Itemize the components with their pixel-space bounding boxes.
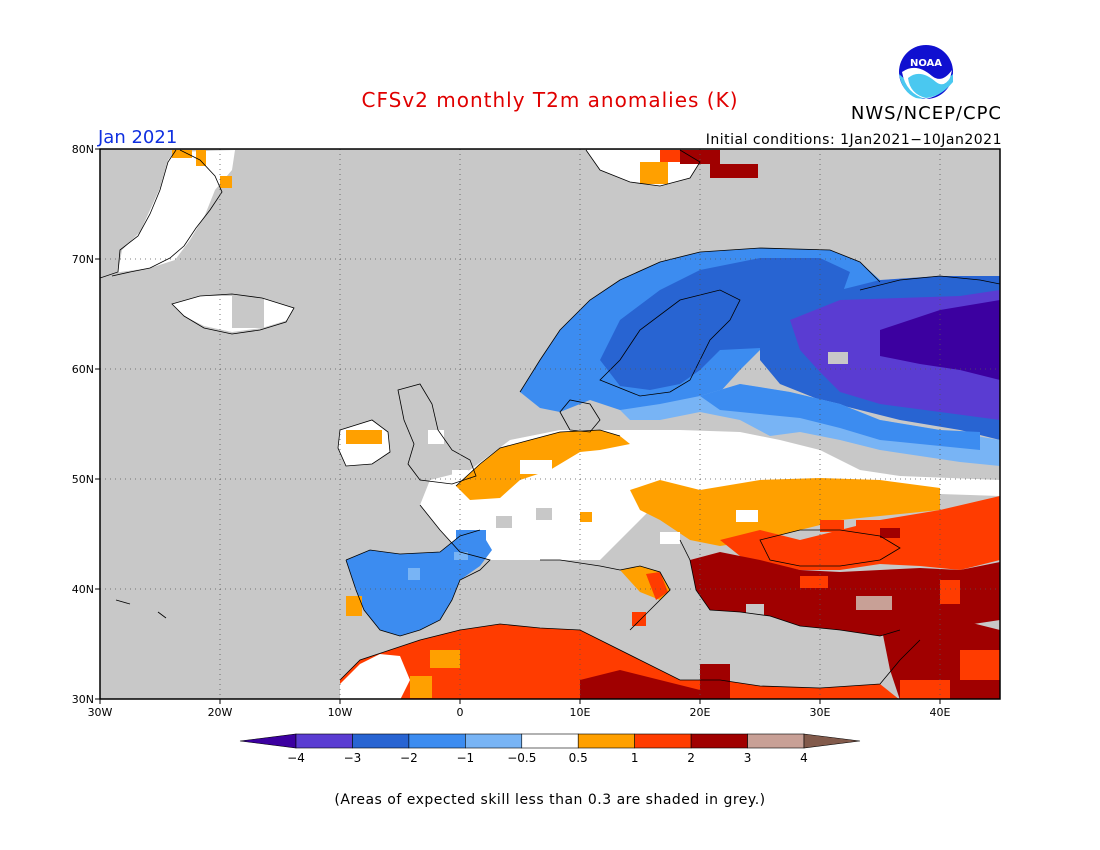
colorbar-swatch — [408, 733, 466, 749]
colorbar-label: 2 — [687, 751, 695, 765]
colorbar-label: −3 — [344, 751, 362, 765]
colorbar-label: 3 — [744, 751, 752, 765]
lat-tick-label: 60N — [72, 363, 94, 376]
chart-title: CFSv2 monthly T2m anomalies (K) — [361, 88, 739, 112]
colorbar-min-arrow — [239, 733, 297, 749]
colorbar-label: −0.5 — [507, 751, 536, 765]
colorbar-swatch — [465, 733, 523, 749]
logo-text: NOAA — [910, 58, 942, 69]
map-frame — [99, 148, 1001, 700]
colorbar-swatch — [352, 733, 410, 749]
lat-tick-label: 40N — [72, 583, 94, 596]
colorbar-swatch — [690, 733, 748, 749]
colorbar-swatch — [747, 733, 805, 749]
lon-tick-label: 20W — [208, 706, 233, 719]
lon-tick-label: 0 — [457, 706, 464, 719]
lon-tick-label: 30E — [810, 706, 831, 719]
colorbar-max-arrow — [803, 733, 861, 749]
colorbar-label: 0.5 — [569, 751, 588, 765]
map-field — [100, 149, 1000, 699]
coastlines — [100, 149, 1000, 689]
lat-tick-label: 50N — [72, 473, 94, 486]
colorbar-swatch — [634, 733, 692, 749]
forecast-month: Jan 2021 — [98, 127, 178, 148]
lon-tick-label: 30W — [88, 706, 113, 719]
colorbar-label: 1 — [631, 751, 639, 765]
lon-tick-label: 40E — [930, 706, 951, 719]
lat-tick-label: 70N — [72, 253, 94, 266]
lat-tick-label: 30N — [72, 693, 94, 706]
colorbar-label: −4 — [287, 751, 305, 765]
colorbar-label: 4 — [800, 751, 808, 765]
skill-footnote: (Areas of expected skill less than 0.3 a… — [334, 792, 766, 808]
graticule — [100, 149, 1000, 699]
lon-tick-label: 20E — [690, 706, 711, 719]
colorbar-swatch — [295, 733, 353, 749]
colorbar: −4 −3 −2 −1 −0.5 0.5 1 2 3 4 — [239, 733, 861, 765]
lon-tick-label: 10E — [570, 706, 591, 719]
colorbar-label: −1 — [456, 751, 474, 765]
noaa-logo-icon: NOAA — [897, 43, 955, 101]
colorbar-swatch — [577, 733, 635, 749]
organization-label: NWS/NCEP/CPC — [850, 103, 1002, 124]
colorbar-label: −2 — [400, 751, 418, 765]
initial-conditions: Initial conditions: 1Jan2021−10Jan2021 — [705, 132, 1002, 148]
lon-tick-label: 10W — [328, 706, 353, 719]
lat-tick-label: 80N — [72, 143, 94, 156]
colorbar-swatch — [521, 733, 579, 749]
